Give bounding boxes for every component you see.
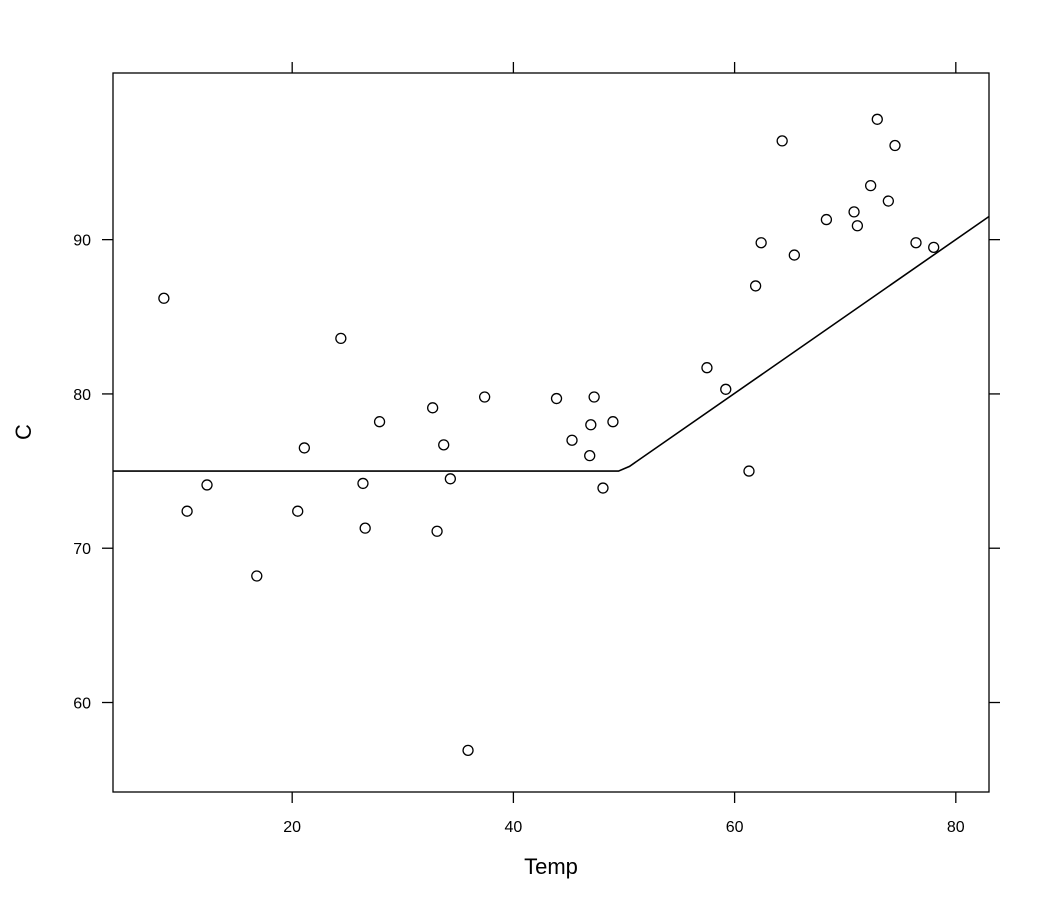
data-point — [743, 465, 755, 477]
data-point — [478, 391, 491, 403]
data-point — [788, 249, 800, 261]
data-point — [427, 402, 439, 414]
data-point — [820, 213, 833, 226]
data-point — [335, 332, 347, 345]
x-tick-label: 40 — [504, 819, 522, 836]
y-tick-label: 90 — [73, 233, 91, 250]
data-point — [431, 525, 443, 537]
data-point — [720, 383, 732, 395]
x-tick-label: 60 — [726, 819, 744, 836]
data-point — [298, 442, 310, 454]
axis-tick-labels: 20 40 60 80 60 70 80 90 — [73, 233, 965, 836]
data-point — [776, 135, 788, 147]
data-point — [871, 113, 883, 125]
data-point — [158, 292, 170, 304]
y-tick-label: 70 — [73, 541, 91, 558]
plot-frame — [112, 72, 990, 793]
data-point — [701, 362, 713, 374]
data-point — [438, 439, 450, 451]
x-axis-title: Temp — [524, 854, 578, 879]
data-point — [357, 477, 369, 490]
data-point — [292, 505, 304, 517]
data-point — [597, 482, 609, 494]
data-point — [607, 416, 619, 428]
data-point — [851, 220, 864, 232]
fit-line — [113, 215, 990, 472]
x-tick-label: 20 — [283, 819, 301, 836]
data-point — [251, 570, 263, 582]
y-tick-label: 60 — [73, 696, 91, 713]
data-point — [749, 280, 762, 292]
data-point — [928, 241, 940, 253]
data-point — [910, 237, 922, 249]
data-point — [848, 206, 860, 218]
data-point — [865, 179, 877, 192]
data-point — [201, 479, 213, 491]
data-point — [585, 419, 597, 431]
data-point — [882, 195, 894, 207]
data-point — [566, 434, 578, 446]
data-point — [444, 473, 456, 485]
axis-ticks — [102, 62, 1000, 803]
data-point — [889, 139, 901, 152]
data-point — [462, 744, 474, 756]
data-point — [359, 522, 371, 534]
y-tick-label: 80 — [73, 387, 91, 404]
data-point — [373, 416, 386, 428]
data-points — [158, 113, 940, 756]
data-point — [588, 391, 600, 403]
data-point — [755, 237, 767, 249]
data-point — [584, 449, 596, 462]
data-point — [181, 505, 193, 517]
data-point — [550, 392, 563, 405]
y-axis-title: C — [11, 424, 36, 440]
x-tick-label: 80 — [947, 819, 965, 836]
